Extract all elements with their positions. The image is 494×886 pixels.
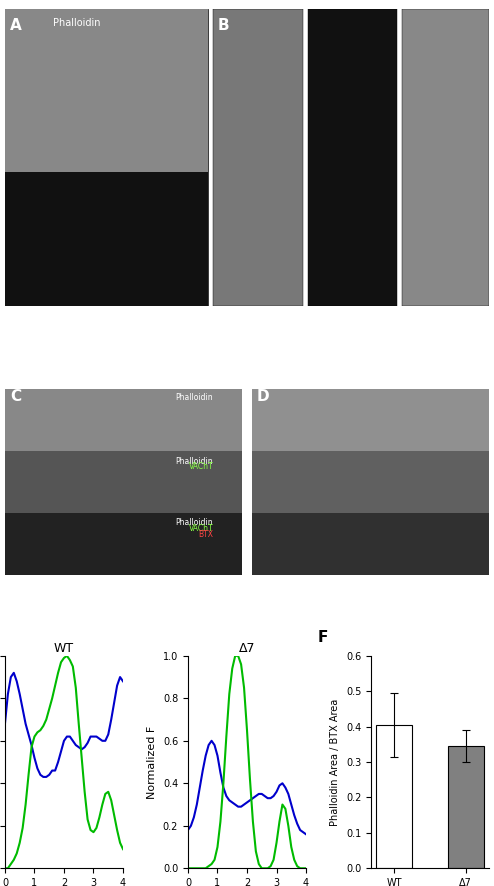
Bar [5, 9, 208, 307]
Bar [5, 513, 242, 574]
Title: WT: WT [54, 641, 74, 655]
Text: D: D [257, 390, 269, 404]
Bar [5, 9, 208, 173]
Bar [402, 9, 489, 307]
Y-axis label: Phalloidin Area / BTX Area: Phalloidin Area / BTX Area [330, 698, 340, 826]
Bar [252, 451, 489, 513]
Y-axis label: Normalized F: Normalized F [147, 726, 157, 798]
Bar [213, 9, 303, 307]
Text: Phalloidin: Phalloidin [175, 393, 213, 402]
Bar [307, 9, 397, 307]
Bar [5, 451, 242, 513]
Bar [5, 173, 208, 307]
Text: BTX: BTX [198, 530, 213, 539]
Text: Phalloidin: Phalloidin [175, 457, 213, 466]
Bar [252, 390, 489, 451]
Bar [376, 725, 412, 868]
Bar [448, 746, 484, 868]
Title: Δ7: Δ7 [239, 641, 255, 655]
Text: A: A [10, 18, 22, 33]
Bar [252, 513, 489, 574]
Text: Phalloidin: Phalloidin [175, 518, 213, 527]
Text: C: C [10, 390, 21, 404]
Text: F: F [318, 630, 328, 645]
Text: VAChT: VAChT [189, 524, 213, 533]
Text: Phalloidin: Phalloidin [53, 18, 101, 27]
Text: B: B [218, 18, 230, 33]
Bar [5, 390, 242, 451]
Text: VAChT: VAChT [189, 462, 213, 471]
